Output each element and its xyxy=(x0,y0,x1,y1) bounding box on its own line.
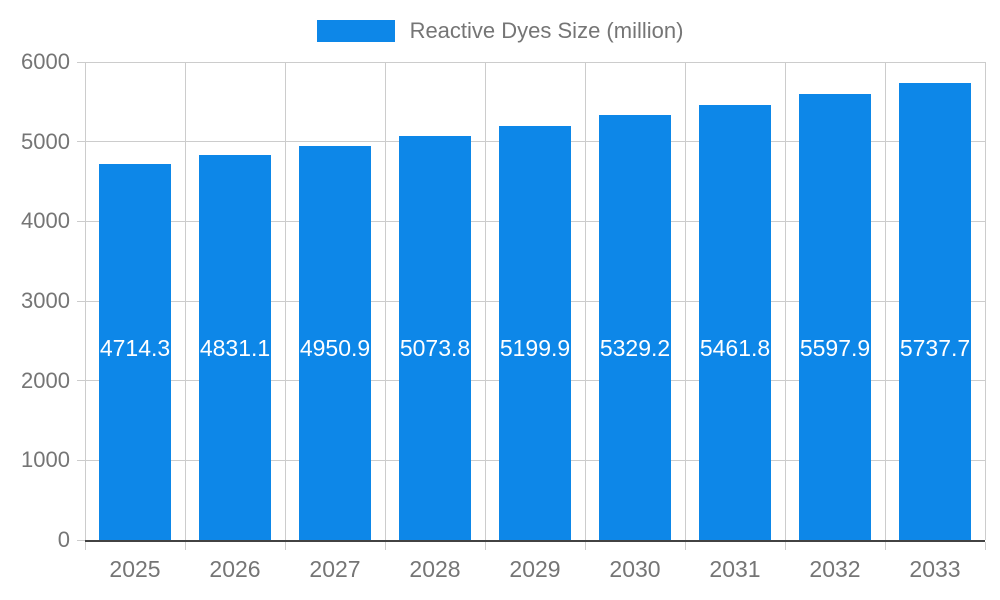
bar-value-label: 5597.9 xyxy=(799,335,871,361)
bar-2029: 5199.9 xyxy=(499,125,571,540)
plot-area: 4714.3 4831.1 4950.9 5073.8 5199.9 5329.2 5461… xyxy=(77,61,986,550)
y-axis-tick-label: 2000 xyxy=(21,367,70,393)
y-tick-mark xyxy=(77,380,85,382)
bar-value-label: 5737.7 xyxy=(899,335,971,361)
bar-2026: 4831.1 xyxy=(199,155,271,540)
bar-value-label: 5073.8 xyxy=(399,335,471,361)
y-axis-tick-label: 5000 xyxy=(21,128,70,154)
x-axis-tick-label: 2026 xyxy=(209,556,261,582)
y-tick-mark xyxy=(77,459,85,461)
y-tick-mark xyxy=(77,539,85,541)
x-axis-tick-label: 2029 xyxy=(509,556,561,582)
x-axis-tick-label: 2030 xyxy=(609,556,661,582)
v-gridline xyxy=(84,62,86,540)
y-axis-tick-label: 4000 xyxy=(21,208,70,234)
legend-swatch xyxy=(316,20,395,42)
x-tick-mark xyxy=(84,542,86,550)
x-axis-labels: 2025 2026 2027 2028 2029 2030 2031 2032 2033 xyxy=(85,556,985,586)
v-gridline xyxy=(184,62,186,540)
bar-2030: 5329.2 xyxy=(599,115,671,540)
v-gridline xyxy=(684,62,686,540)
y-axis-tick-label: 1000 xyxy=(21,447,70,473)
x-tick-mark xyxy=(584,542,586,550)
y-tick-mark xyxy=(77,61,85,63)
v-gridline xyxy=(884,62,886,540)
x-axis-tick-label: 2033 xyxy=(909,556,961,582)
x-tick-mark xyxy=(984,542,986,550)
y-axis-tick-label: 6000 xyxy=(21,49,70,74)
bar-value-label: 4831.1 xyxy=(199,335,271,361)
y-tick-mark xyxy=(77,220,85,222)
bar-value-label: 5329.2 xyxy=(599,335,671,361)
bar-2025: 4714.3 xyxy=(99,164,171,540)
legend-series-label: Reactive Dyes Size (million) xyxy=(409,18,684,43)
x-tick-mark xyxy=(884,542,886,550)
v-gridline xyxy=(284,62,286,540)
x-tick-mark xyxy=(384,542,386,550)
x-axis-tick-label: 2025 xyxy=(109,556,161,582)
bar-2027: 4950.9 xyxy=(299,145,371,540)
v-gridline xyxy=(384,62,386,540)
bar-value-label: 5199.9 xyxy=(499,335,571,361)
bar-2028: 5073.8 xyxy=(399,135,471,540)
y-axis-tick-label: 3000 xyxy=(21,288,70,313)
y-axis-labels: 0 1000 2000 3000 4000 5000 6000 xyxy=(0,49,70,552)
x-axis-tick-label: 2031 xyxy=(709,556,761,582)
x-axis-tick-label: 2027 xyxy=(309,556,361,582)
x-axis-tick-label: 2032 xyxy=(809,556,861,582)
y-tick-mark xyxy=(77,141,85,143)
h-gridline xyxy=(85,61,985,63)
legend: Reactive Dyes Size (million) xyxy=(0,18,1000,44)
bar-value-label: 4950.9 xyxy=(299,335,371,361)
v-gridline xyxy=(584,62,586,540)
x-axis-tick-label: 2028 xyxy=(409,556,461,582)
v-gridline xyxy=(984,62,986,540)
x-tick-mark xyxy=(484,542,486,550)
x-tick-mark xyxy=(284,542,286,550)
v-gridline xyxy=(484,62,486,540)
x-tick-mark xyxy=(784,542,786,550)
bar-2033: 5737.7 xyxy=(899,82,971,540)
bar-value-label: 4714.3 xyxy=(99,335,171,361)
v-gridline xyxy=(784,62,786,540)
bar-2031: 5461.8 xyxy=(699,104,771,540)
x-tick-mark xyxy=(684,542,686,550)
bar-2032: 5597.9 xyxy=(799,94,871,540)
bar-value-label: 5461.8 xyxy=(699,335,771,361)
x-tick-mark xyxy=(184,542,186,550)
y-axis-tick-label: 0 xyxy=(57,527,70,552)
y-tick-mark xyxy=(77,300,85,302)
